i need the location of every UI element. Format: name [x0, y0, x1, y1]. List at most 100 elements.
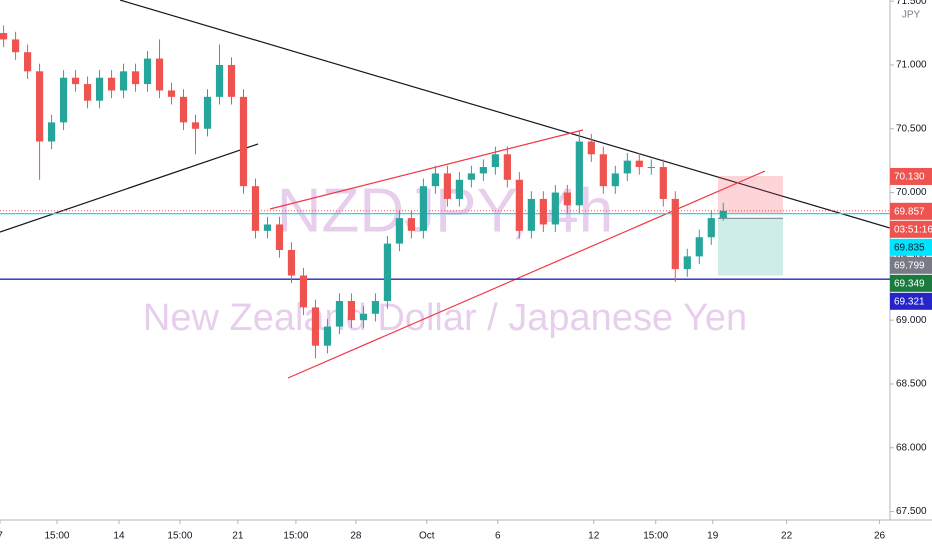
price-label-box	[890, 274, 932, 292]
price-label-text: 69.857	[894, 206, 925, 217]
y-tick-label: 69.000	[896, 315, 927, 326]
channel-line	[287, 170, 766, 379]
y-tick-label: 67.500	[896, 506, 927, 517]
x-tick-label: 28	[350, 531, 362, 542]
price-label: 69.799	[890, 256, 932, 274]
y-tick-label: 70.000	[896, 187, 927, 198]
candle-body	[83, 84, 92, 101]
price-label: 69.321	[890, 292, 932, 310]
watermark-subtitle: New Zealand Dollar / Japanese Yen	[143, 297, 747, 339]
price-label: 69.857	[890, 202, 932, 220]
price-label-box	[890, 238, 932, 256]
price-label-text: 70.130	[894, 172, 925, 183]
price-label-box	[890, 220, 932, 238]
candle-body	[395, 218, 404, 244]
candle-body	[263, 224, 272, 231]
candle-body	[0, 33, 8, 40]
x-tick-label: 19	[707, 531, 719, 542]
price-label: 69.835	[890, 238, 932, 256]
candle-body	[371, 301, 380, 314]
candle-body	[707, 218, 715, 238]
channel-line	[269, 129, 584, 210]
candle-body	[431, 173, 440, 187]
reward-zone	[718, 218, 783, 276]
candle-body	[419, 186, 428, 231]
candle-body	[623, 160, 631, 174]
candle-body	[719, 210, 727, 219]
candle-body	[179, 96, 188, 123]
candle-body	[527, 198, 535, 231]
candle-body	[275, 224, 284, 250]
candle-body	[539, 198, 547, 225]
candle-body	[383, 243, 392, 302]
price-label-text: 69.799	[894, 260, 925, 271]
candle-body	[95, 77, 104, 101]
candle-body	[287, 249, 296, 276]
candle-body	[443, 173, 451, 199]
price-label-text: 69.835	[894, 242, 925, 253]
candle-body	[251, 186, 260, 231]
y-tick-label: 68.500	[896, 379, 927, 390]
currency-label: JPY	[902, 10, 921, 21]
candle-body	[647, 167, 655, 169]
candle-body	[659, 167, 667, 199]
x-tick-label: 21	[232, 531, 244, 542]
y-tick-label: 71.500	[896, 0, 927, 7]
x-tick-label: 15:00	[643, 531, 668, 542]
candle-body	[155, 58, 164, 91]
x-tick-label: 15:00	[44, 531, 69, 542]
candle-body	[215, 64, 224, 97]
candle-body	[611, 173, 619, 187]
candle-body	[335, 301, 344, 327]
candle-body	[119, 71, 128, 91]
candle-body	[71, 77, 80, 85]
trend-line	[119, 0, 891, 229]
x-tick-label: 26	[874, 531, 886, 542]
x-tick-label: 6	[495, 531, 501, 542]
candle-body	[491, 154, 499, 168]
candle-body	[479, 167, 487, 174]
candle-body	[11, 39, 20, 53]
y-tick-label: 68.000	[896, 442, 927, 453]
risk-zone	[718, 175, 783, 214]
candle-body	[695, 237, 703, 257]
candle-body	[131, 71, 140, 85]
x-tick-label: 22	[781, 531, 793, 542]
candle-body	[359, 313, 368, 321]
candle-body	[239, 96, 248, 187]
x-tick-label: 7	[0, 531, 3, 542]
candle-body	[227, 64, 236, 97]
candle-body	[467, 173, 475, 180]
candle-body	[107, 77, 116, 91]
candle-body	[347, 301, 356, 321]
candle-body	[23, 52, 32, 72]
candle-body	[323, 326, 332, 346]
trend-lines	[0, 0, 891, 379]
y-tick-label: 71.000	[896, 60, 927, 71]
candle-body	[407, 218, 416, 231]
candle-body	[59, 77, 68, 123]
candle-body	[455, 179, 463, 199]
price-label-text: 69.349	[894, 278, 925, 289]
y-tick-label: 70.500	[896, 123, 927, 134]
candle-body	[635, 160, 643, 168]
candle-body	[191, 122, 200, 129]
price-label-box	[890, 167, 932, 185]
price-label: 70.130	[890, 167, 932, 185]
x-tick-label: 12	[588, 531, 600, 542]
candle-body	[35, 71, 44, 142]
price-label-box	[890, 292, 932, 310]
candle-body	[503, 154, 511, 180]
x-tick-label: 14	[113, 531, 125, 542]
x-tick-label: Oct	[419, 531, 435, 542]
candle-body	[671, 198, 679, 270]
x-tick-label: 15:00	[167, 531, 192, 542]
price-label-box	[890, 256, 932, 274]
x-tick-label: 15:00	[283, 531, 308, 542]
candle-body	[599, 154, 607, 187]
candle-body	[203, 96, 212, 129]
trend-line	[0, 143, 259, 233]
candle-body	[311, 307, 320, 346]
